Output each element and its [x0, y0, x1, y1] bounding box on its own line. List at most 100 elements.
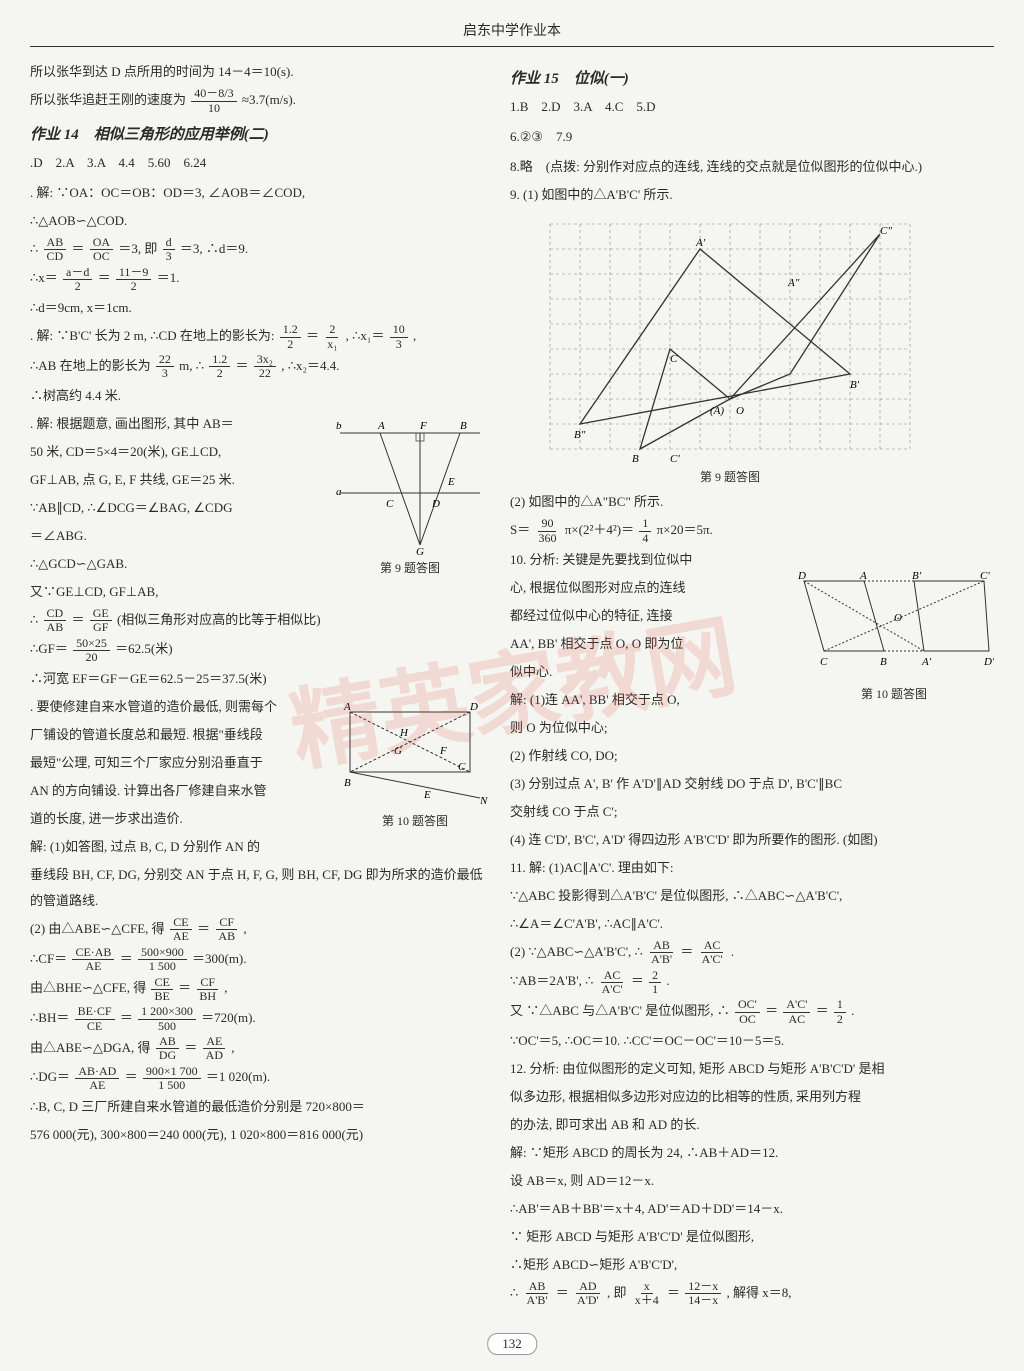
fraction: 1.22 [280, 323, 301, 350]
svg-text:A': A' [695, 237, 706, 249]
text-line: (2) 由△ABE∽△CFE, 得 CEAE ＝ CFAB , [30, 916, 490, 944]
t: ∴DG＝ [30, 1069, 70, 1084]
svg-text:D: D [469, 701, 478, 713]
t: , [224, 980, 227, 995]
t: (2) 由△ABE∽△CFE, 得 [30, 921, 165, 936]
text-line: ∴GF＝ 50×2520 ＝62.5(米) [30, 636, 490, 664]
svg-text:C: C [386, 498, 394, 510]
den: A'B' [524, 1294, 551, 1307]
num: AC [601, 969, 624, 983]
t: ＝ [184, 1040, 197, 1055]
svg-text:B: B [880, 656, 887, 668]
t: , [231, 1040, 234, 1055]
t: ∴ [30, 612, 38, 627]
fraction: 223 [156, 353, 174, 380]
figure-10r: D A B' C' C B A' D' O 第 10 题答图 [794, 551, 994, 702]
t: ∴ [510, 1285, 518, 1300]
den: AC [786, 1013, 809, 1026]
right-column: 作业 15 位似(一) 1.B 2.D 3.A 4.C 5.D 6.②③ 7.9… [510, 59, 994, 1310]
num: CD [44, 607, 67, 621]
page: 启东中学作业本 所以张华到达 D 点所用的时间为 14－4＝10(s). 所以张… [0, 0, 1024, 1330]
t: (2) ∵△ABC∽△A'B'C', ∴ [510, 944, 643, 959]
t: . 解: ∵B'C' 长为 2 m, ∴CD 在地上的影长为: [30, 328, 278, 343]
t: . [851, 1003, 854, 1018]
svg-text:G: G [416, 546, 424, 555]
den: AE [170, 930, 192, 943]
t: , [243, 921, 246, 936]
t: ∴CF＝ [30, 951, 67, 966]
svg-text:O: O [894, 612, 902, 624]
figure-caption: 第 9 题答图 [330, 559, 490, 576]
den: AB [44, 621, 67, 634]
num: x [641, 1280, 653, 1294]
svg-text:b: b [336, 420, 342, 432]
den: 3 [393, 338, 405, 351]
text-line: (4) 连 C'D', B'C', A'D' 得四边形 A'B'C'D' 即为所… [510, 827, 994, 853]
den: 2 [834, 1013, 846, 1026]
left-column: 所以张华到达 D 点所用的时间为 14－4＝10(s). 所以张华追赶王刚的速度… [30, 59, 490, 1310]
t: ＝ [631, 973, 644, 988]
text-line: ∴CF＝ CE·ABAE ＝ 500×9001 500 ＝300(m). [30, 946, 490, 974]
den: 2 [214, 367, 226, 380]
figure-grid: B C O A' A" B' C" B" C' (A) 第 9 题答图 [540, 214, 920, 485]
num: 40－8/3 [191, 87, 236, 101]
figure-caption: 第 10 题答图 [794, 685, 994, 702]
text-line: ∴ ABA'B' ＝ ADA'D' , 即 xx＋4 ＝ 12－x14－x , … [510, 1280, 994, 1308]
fraction: 2x₁ [324, 323, 340, 350]
num: 22 [156, 353, 174, 367]
den: 4 [639, 532, 651, 545]
svg-text:F: F [439, 745, 447, 757]
t: ＝ [125, 1069, 138, 1084]
den: A'D' [574, 1294, 602, 1307]
t: π×20＝5π. [657, 522, 713, 537]
fraction: a－d2 [63, 266, 92, 293]
svg-text:E: E [423, 789, 431, 801]
fraction: 14 [639, 517, 651, 544]
figure-caption: 第 9 题答图 [540, 468, 920, 485]
fraction: 90360 [535, 517, 559, 544]
num: CE·AB [72, 946, 114, 960]
fraction: GEGF [90, 607, 112, 634]
num: 1 [639, 517, 651, 531]
num: AB·AD [75, 1065, 119, 1079]
num: 1.2 [209, 353, 230, 367]
text-line: (2) ∵△ABC∽△A'B'C', ∴ ABA'B' ＝ ACA'C' . [510, 939, 994, 967]
num: A'C' [783, 998, 810, 1012]
text-line: 解: (1)如答图, 过点 B, C, D 分别作 AN 的 [30, 834, 490, 860]
text-line: 则 O 为位似中心; [510, 715, 994, 741]
t: , ∴x₂＝4.4. [281, 358, 339, 373]
den: x₁ [324, 338, 340, 351]
text-line: 似多边形, 根据相似多边形对应边的比相等的性质, 采用列方程 [510, 1084, 994, 1110]
den: A'C' [699, 953, 726, 966]
t: , 解得 x＝8, [727, 1285, 792, 1300]
svg-text:D: D [797, 570, 806, 582]
den: AB [215, 930, 238, 943]
figure-caption: 第 10 题答图 [340, 812, 490, 829]
den: OC [736, 1013, 759, 1026]
fraction: CDAB [44, 607, 67, 634]
fraction: CEBE [151, 976, 172, 1003]
num: AE [203, 1035, 225, 1049]
den: A'C' [599, 983, 626, 996]
fraction: 21 [649, 969, 661, 996]
t: ＝ [680, 944, 693, 959]
text-line: 12. 分析: 由位似图形的定义可知, 矩形 ABCD 与矩形 A'B'C'D'… [510, 1056, 994, 1082]
den: CE [84, 1020, 105, 1033]
num: 1 [834, 998, 846, 1012]
svg-text:O: O [736, 405, 744, 417]
t: ＝ [120, 1010, 133, 1025]
fraction: 500×9001 500 [138, 946, 187, 973]
parallelogram-diagram: D A B' C' C B A' D' O [794, 551, 994, 681]
fraction: ABDG [156, 1035, 179, 1062]
page-number: 132 [487, 1333, 537, 1355]
fraction: xx＋4 [632, 1280, 662, 1307]
text-line: 所以张华追赶王刚的速度为 40－8/310 ≈3.7(m/s). [30, 87, 490, 115]
svg-text:C": C" [880, 225, 892, 237]
fraction: ABA'B' [524, 1280, 551, 1307]
t: ＝62.5(米) [115, 641, 172, 656]
t: ＝ [178, 980, 191, 995]
text-line: . 解: ∵B'C' 长为 2 m, ∴CD 在地上的影长为: 1.22 ＝ 2… [30, 323, 490, 351]
text-line: ∴ CDAB ＝ GEGF (相似三角形对应高的比等于相似比) [30, 607, 490, 635]
text-line: 又∵GE⊥CD, GF⊥AB, [30, 579, 490, 605]
num: 10 [390, 323, 408, 337]
